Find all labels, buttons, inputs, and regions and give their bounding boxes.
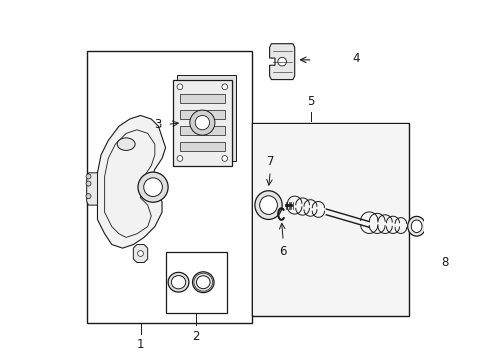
Bar xyxy=(180,142,224,151)
Ellipse shape xyxy=(410,220,421,233)
Text: 4: 4 xyxy=(351,51,359,64)
Bar xyxy=(180,94,224,103)
Circle shape xyxy=(137,251,143,256)
Circle shape xyxy=(440,223,447,230)
Text: 8: 8 xyxy=(440,256,447,269)
Text: 6: 6 xyxy=(279,244,286,257)
Circle shape xyxy=(277,57,286,66)
Text: 3: 3 xyxy=(154,118,161,131)
Circle shape xyxy=(177,156,183,161)
Bar xyxy=(165,252,226,313)
Ellipse shape xyxy=(192,272,214,293)
Bar xyxy=(86,51,251,323)
Ellipse shape xyxy=(407,216,425,236)
Circle shape xyxy=(138,172,168,202)
Ellipse shape xyxy=(254,191,282,220)
Text: 5: 5 xyxy=(306,95,314,108)
Polygon shape xyxy=(133,244,147,262)
Bar xyxy=(180,126,224,135)
Bar xyxy=(172,80,231,166)
Ellipse shape xyxy=(196,276,210,289)
Polygon shape xyxy=(97,116,165,248)
Circle shape xyxy=(189,110,214,135)
Bar xyxy=(177,75,236,161)
Text: 1: 1 xyxy=(137,338,144,351)
Text: 2: 2 xyxy=(192,330,200,343)
Circle shape xyxy=(437,220,450,233)
Circle shape xyxy=(86,181,91,186)
Ellipse shape xyxy=(171,275,185,289)
Circle shape xyxy=(222,156,227,161)
Ellipse shape xyxy=(168,273,188,292)
Circle shape xyxy=(143,178,162,197)
Bar xyxy=(251,123,408,316)
Ellipse shape xyxy=(117,138,135,150)
Bar xyxy=(252,124,407,315)
Polygon shape xyxy=(86,173,97,205)
Polygon shape xyxy=(269,44,294,80)
Ellipse shape xyxy=(259,196,277,215)
Circle shape xyxy=(86,174,91,179)
Circle shape xyxy=(195,116,209,130)
Circle shape xyxy=(177,84,183,90)
Circle shape xyxy=(86,194,91,199)
Bar xyxy=(180,110,224,119)
Circle shape xyxy=(222,84,227,90)
Text: 7: 7 xyxy=(266,155,273,168)
